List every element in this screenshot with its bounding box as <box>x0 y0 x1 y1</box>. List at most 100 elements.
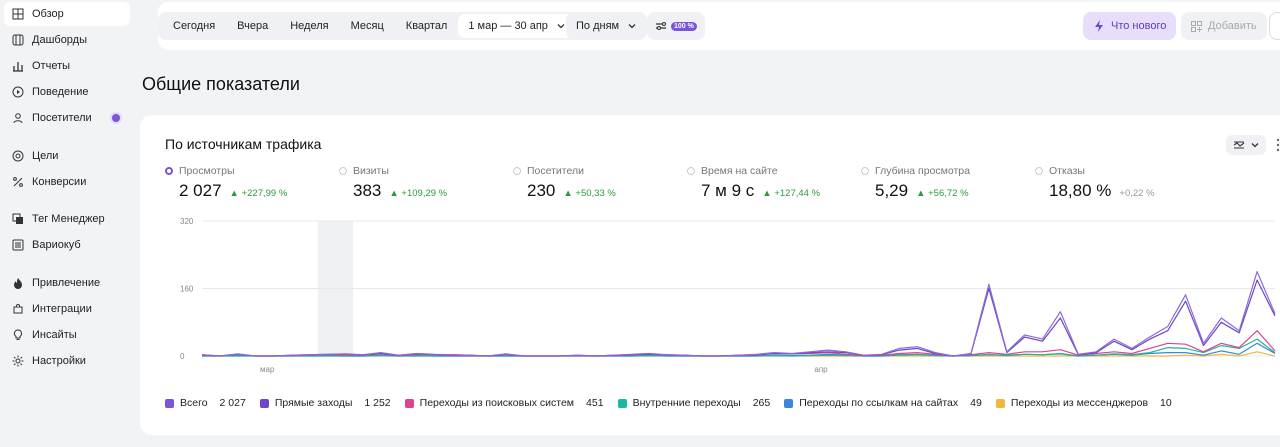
traffic-line-chart: 320 160 0 мар апр <box>180 217 1276 374</box>
legend-checkbox[interactable] <box>259 398 269 408</box>
date-range-select[interactable]: 1 мар — 30 апр <box>458 14 576 38</box>
traffic-sources-card: По источникам трафика Просмотры 2 027 ▲ +2… <box>140 115 1280 435</box>
legend-checkbox[interactable] <box>784 398 794 408</box>
sidebar-item[interactable]: Отчеты <box>4 54 130 78</box>
legend-item[interactable]: Переходы из мессенджеров 10 <box>995 397 1172 409</box>
period-option[interactable]: Неделя <box>290 20 329 32</box>
metric-radio[interactable] <box>1035 167 1043 175</box>
legend-value: 1 252 <box>364 397 391 409</box>
grid-icon <box>12 8 24 20</box>
series-line <box>201 270 1276 357</box>
whats-new-label: Что нового <box>1111 20 1167 32</box>
legend-value: 2 027 <box>219 397 246 409</box>
metric-value: 383 <box>353 181 382 200</box>
sidebar-item[interactable]: Вариокуб <box>4 233 130 257</box>
chart-legend: Всего 2 027 Прямые заходы 1 252 Переходы из … <box>165 397 1186 409</box>
y-tick-label: 0 <box>180 352 185 361</box>
sidebar-item[interactable]: Привлечение <box>4 271 130 295</box>
sidebar-item[interactable]: Цели <box>4 144 130 168</box>
sidebar-item[interactable]: Посетители <box>4 106 130 130</box>
metric-tab[interactable]: Просмотры 2 027 ▲ +227,99 % <box>165 165 339 201</box>
date-range-label: 1 мар — 30 апр <box>468 20 548 32</box>
metric-tab[interactable]: Посетители 230 ▲ +50,33 % <box>513 165 687 201</box>
y-tick-label: 160 <box>180 285 194 294</box>
metric-radio[interactable] <box>861 167 869 175</box>
play-icon <box>12 86 24 98</box>
period-option[interactable]: Квартал <box>405 20 448 32</box>
legend-item[interactable]: Прямые заходы 1 252 <box>259 397 391 409</box>
sidebar-item[interactable]: Настройки <box>4 349 130 373</box>
metric-label: Просмотры <box>179 165 235 177</box>
legend-label: Переходы из мессенджеров <box>1010 397 1149 409</box>
metric-radio[interactable] <box>687 167 695 175</box>
sidebar-item-label: Тег Менеджер <box>32 213 105 225</box>
toolbar-edge-button[interactable] <box>1269 12 1280 40</box>
x-tick-label: мар <box>260 365 275 374</box>
metric-tab[interactable]: Визиты 383 ▲ +109,29 % <box>339 165 513 201</box>
sidebar-item[interactable]: Дашборды <box>4 28 130 52</box>
metric-value: 230 <box>527 181 556 200</box>
legend-value: 10 <box>1160 397 1172 409</box>
legend-item[interactable]: Всего 2 027 <box>165 397 246 409</box>
whats-new-button[interactable]: Что нового <box>1083 12 1177 40</box>
sidebar-item-label: Поведение <box>32 86 89 98</box>
sidebar-item[interactable]: Тег Менеджер <box>4 207 130 231</box>
legend-value: 265 <box>752 397 771 409</box>
sidebar-item[interactable]: Поведение <box>4 80 130 104</box>
metric-value: 7 м 9 с <box>701 181 755 200</box>
legend-label: Внутренние переходы <box>632 397 741 409</box>
grouping-label: По дням <box>576 20 620 32</box>
legend-item[interactable]: Переходы по ссылкам на сайтах 49 <box>784 397 982 409</box>
sidebar-item[interactable]: Конверсии <box>4 170 130 194</box>
metric-value: 18,80 % <box>1049 181 1112 200</box>
percent-icon <box>13 177 23 187</box>
legend-item[interactable]: Внутренние переходы 265 <box>617 397 771 409</box>
target-icon <box>12 150 24 162</box>
legend-item[interactable]: Переходы из поисковых систем 451 <box>404 397 604 409</box>
metric-delta: ▲ +127,44 % <box>762 188 821 199</box>
metric-delta: ▲ +50,33 % <box>563 188 616 199</box>
metric-label: Время на сайте <box>701 165 778 177</box>
metric-delta: ▲ +227,99 % <box>229 188 288 199</box>
add-button[interactable]: Добавить <box>1181 12 1267 40</box>
metric-tab[interactable]: Глубина просмотра 5,29 ▲ +56,72 % <box>861 165 1035 201</box>
legend-label: Прямые заходы <box>274 397 353 409</box>
chevron-down-icon <box>628 24 636 29</box>
x-tick-label: апр <box>814 365 828 374</box>
sidebar-item[interactable]: Интеграции <box>4 297 130 321</box>
lightning-icon <box>1095 20 1103 32</box>
metric-tab[interactable]: Отказы 18,80 % +0,22 % <box>1035 165 1209 201</box>
metric-label: Глубина просмотра <box>875 165 970 177</box>
legend-label: Переходы по ссылкам на сайтах <box>799 397 959 409</box>
person-icon <box>13 113 23 124</box>
legend-checkbox[interactable] <box>404 398 414 408</box>
period-option[interactable]: Сегодня <box>173 20 216 32</box>
legend-checkbox[interactable] <box>165 398 174 408</box>
period-option[interactable]: Вчера <box>237 20 269 32</box>
sidebar-item[interactable]: Инсайты <box>4 323 130 347</box>
metric-delta: ▲ +109,29 % <box>389 188 448 199</box>
page-title: Общие показатели <box>142 74 300 94</box>
metric-radio[interactable] <box>165 167 173 175</box>
gear-icon <box>12 355 24 367</box>
legend-checkbox[interactable] <box>995 398 1005 408</box>
sampling-button[interactable]: 100 % <box>647 12 705 40</box>
series-line <box>201 330 1276 357</box>
legend-checkbox[interactable] <box>617 398 627 408</box>
metric-value: 5,29 <box>875 181 909 200</box>
metric-tab[interactable]: Время на сайте 7 м 9 с ▲ +127,44 % <box>687 165 861 201</box>
sidebar-item[interactable]: Обзор <box>4 2 130 26</box>
metric-value: 2 027 <box>179 181 222 200</box>
metric-label: Визиты <box>353 165 389 177</box>
sidebar-item-label: Интеграции <box>32 303 92 315</box>
chart-settings-button[interactable] <box>1226 135 1266 155</box>
tag-icon <box>12 213 23 224</box>
metric-radio[interactable] <box>513 167 521 175</box>
metric-radio[interactable] <box>339 167 347 175</box>
grouping-select[interactable]: По дням <box>566 12 648 40</box>
sidebar-item-label: Отчеты <box>32 60 71 72</box>
legend-value: 49 <box>970 397 982 409</box>
more-vertical-icon[interactable] <box>1276 138 1280 152</box>
list-icon <box>12 239 24 251</box>
period-option[interactable]: Месяц <box>350 20 384 32</box>
